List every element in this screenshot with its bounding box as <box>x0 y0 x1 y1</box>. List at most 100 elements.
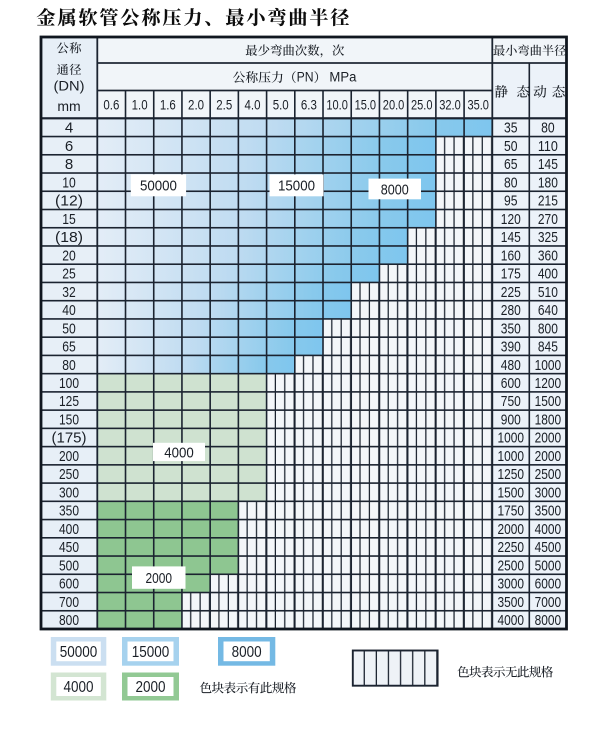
svg-text:4.0: 4.0 <box>244 97 260 113</box>
svg-text:845: 845 <box>538 339 558 356</box>
svg-text:1800: 1800 <box>535 411 562 428</box>
svg-text:40: 40 <box>62 302 76 319</box>
svg-text:3500: 3500 <box>535 503 562 520</box>
svg-text:5.0: 5.0 <box>273 97 289 113</box>
svg-text:2250: 2250 <box>498 539 525 556</box>
svg-text:1500: 1500 <box>535 393 562 410</box>
svg-text:5000: 5000 <box>535 557 562 574</box>
svg-text:3000: 3000 <box>498 576 525 593</box>
svg-text:100: 100 <box>59 375 79 392</box>
svg-text:3500: 3500 <box>498 594 525 611</box>
svg-text:900: 900 <box>501 411 521 428</box>
svg-text:50000: 50000 <box>60 644 98 661</box>
svg-text:35: 35 <box>504 120 518 137</box>
svg-text:640: 640 <box>538 302 558 319</box>
svg-text:0.6: 0.6 <box>103 97 119 113</box>
svg-text:2000: 2000 <box>498 521 525 538</box>
svg-text:350: 350 <box>501 320 521 337</box>
svg-text:8000: 8000 <box>535 612 562 629</box>
svg-text:(175): (175) <box>52 430 87 447</box>
svg-text:4000: 4000 <box>164 444 194 461</box>
svg-text:1750: 1750 <box>498 503 525 520</box>
svg-text:(12): (12) <box>55 193 83 210</box>
svg-text:15: 15 <box>62 211 76 228</box>
svg-text:20: 20 <box>62 247 76 264</box>
svg-text:250: 250 <box>59 466 79 483</box>
svg-text:400: 400 <box>538 266 558 283</box>
svg-text:800: 800 <box>538 320 558 337</box>
svg-text:400: 400 <box>59 521 79 538</box>
svg-text:270: 270 <box>538 211 558 228</box>
svg-text:2000: 2000 <box>146 570 173 587</box>
svg-text:25.0: 25.0 <box>411 97 433 113</box>
svg-text:(18): (18) <box>55 229 83 246</box>
svg-text:150: 150 <box>59 411 79 428</box>
svg-text:(DN): (DN) <box>54 79 85 94</box>
svg-text:300: 300 <box>59 484 79 501</box>
svg-text:80: 80 <box>504 174 518 191</box>
svg-text:2.0: 2.0 <box>188 97 204 113</box>
svg-text:80: 80 <box>62 357 76 374</box>
svg-text:50000: 50000 <box>140 178 177 195</box>
svg-text:2000: 2000 <box>535 430 562 447</box>
svg-text:PN: PN <box>297 69 314 84</box>
svg-text:225: 225 <box>501 284 521 301</box>
svg-text:1200: 1200 <box>535 375 562 392</box>
svg-text:480: 480 <box>501 357 521 374</box>
svg-text:4500: 4500 <box>535 539 562 556</box>
svg-text:360: 360 <box>538 247 558 264</box>
svg-text:215: 215 <box>538 193 558 210</box>
svg-text:280: 280 <box>501 302 521 319</box>
svg-text:2500: 2500 <box>498 557 525 574</box>
svg-text:325: 325 <box>538 229 558 246</box>
svg-text:95: 95 <box>504 193 518 210</box>
svg-text:450: 450 <box>59 539 79 556</box>
svg-text:145: 145 <box>501 229 521 246</box>
svg-text:175: 175 <box>501 266 521 283</box>
svg-text:160: 160 <box>501 247 521 264</box>
svg-text:2500: 2500 <box>535 466 562 483</box>
svg-text:6000: 6000 <box>535 576 562 593</box>
svg-text:mm: mm <box>57 98 80 114</box>
svg-text:50: 50 <box>504 138 518 155</box>
svg-text:1000: 1000 <box>498 448 525 465</box>
svg-text:20.0: 20.0 <box>383 97 405 113</box>
svg-text:110: 110 <box>538 138 558 155</box>
svg-text:65: 65 <box>62 339 76 356</box>
svg-text:1000: 1000 <box>535 357 562 374</box>
svg-text:7000: 7000 <box>535 594 562 611</box>
svg-text:8: 8 <box>65 156 73 173</box>
svg-text:4: 4 <box>65 120 73 137</box>
svg-text:600: 600 <box>501 375 521 392</box>
svg-text:15.0: 15.0 <box>355 97 377 113</box>
svg-text:4000: 4000 <box>498 612 525 629</box>
svg-text:15000: 15000 <box>278 178 315 195</box>
svg-text:1500: 1500 <box>498 484 525 501</box>
svg-text:8000: 8000 <box>232 644 262 661</box>
svg-text:1.0: 1.0 <box>132 97 148 113</box>
svg-text:1.6: 1.6 <box>160 97 176 113</box>
svg-text:32.0: 32.0 <box>439 97 461 113</box>
svg-text:15000: 15000 <box>132 644 170 661</box>
svg-text:510: 510 <box>538 284 558 301</box>
svg-text:4000: 4000 <box>535 521 562 538</box>
svg-text:2.5: 2.5 <box>216 97 232 113</box>
svg-text:10.0: 10.0 <box>326 97 348 113</box>
svg-text:120: 120 <box>501 211 521 228</box>
svg-text:2000: 2000 <box>136 679 166 696</box>
svg-text:3000: 3000 <box>535 484 562 501</box>
svg-text:390: 390 <box>501 339 521 356</box>
svg-text:4000: 4000 <box>64 679 94 696</box>
svg-text:700: 700 <box>59 594 79 611</box>
svg-text:800: 800 <box>59 612 79 629</box>
svg-text:145: 145 <box>538 156 558 173</box>
svg-text:35.0: 35.0 <box>467 97 489 113</box>
svg-text:25: 25 <box>62 266 76 283</box>
svg-text:1000: 1000 <box>498 430 525 447</box>
svg-text:125: 125 <box>59 393 79 410</box>
svg-text:180: 180 <box>538 174 558 191</box>
svg-text:1250: 1250 <box>498 466 525 483</box>
svg-text:80: 80 <box>541 120 555 137</box>
svg-text:6.3: 6.3 <box>301 97 317 113</box>
svg-text:MPa: MPa <box>329 69 356 84</box>
